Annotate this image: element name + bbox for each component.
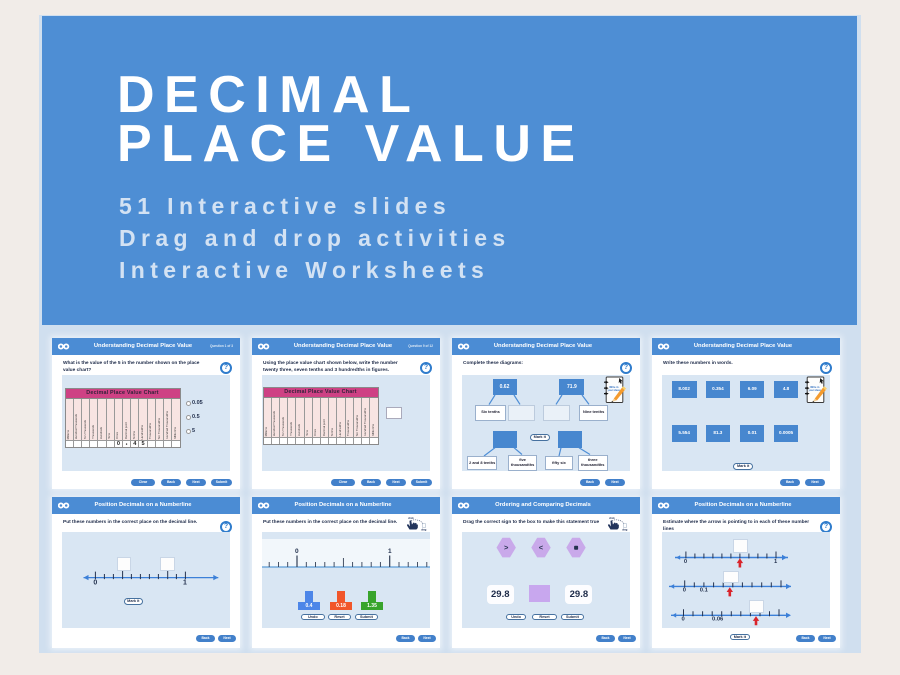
svg-text:0: 0 bbox=[295, 548, 299, 555]
svg-text:>: > bbox=[504, 543, 509, 552]
svg-text:0: 0 bbox=[93, 580, 97, 587]
svg-text:0.1: 0.1 bbox=[700, 588, 709, 594]
svg-text:1: 1 bbox=[183, 580, 187, 587]
svg-text:0: 0 bbox=[682, 617, 685, 623]
svg-text:1: 1 bbox=[774, 559, 778, 565]
svg-text:<: < bbox=[539, 543, 544, 552]
svg-text:0: 0 bbox=[683, 588, 686, 594]
svg-text:1: 1 bbox=[388, 548, 392, 555]
svg-text:0: 0 bbox=[684, 559, 687, 565]
svg-text:0.06: 0.06 bbox=[712, 617, 724, 623]
